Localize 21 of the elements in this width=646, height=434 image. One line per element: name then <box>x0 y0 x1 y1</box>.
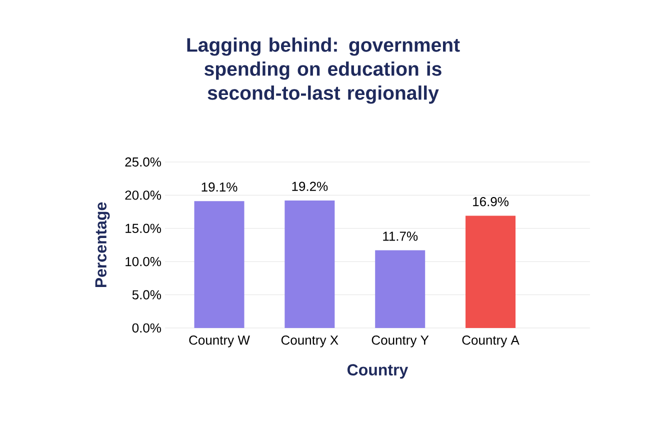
bar <box>375 250 426 328</box>
x-tick-label: Country A <box>462 336 520 348</box>
bar <box>194 201 244 328</box>
y-tick-label: 15.0% <box>126 224 162 233</box>
x-tick-label: Country W <box>189 336 250 348</box>
y-axis-title: Percentage <box>95 202 110 288</box>
x-tick-label: Country Y <box>372 336 429 348</box>
y-tick-label: 0.0% <box>132 323 162 333</box>
data-label: 19.1% <box>202 182 238 192</box>
bar <box>284 200 335 328</box>
y-tick-label: 5.0% <box>132 290 162 300</box>
chart-title: Lagging behind: government spending on education is second-to-last regionally <box>187 38 460 104</box>
x-axis-title: Country <box>347 364 408 379</box>
x-tick-label: Country X <box>281 336 338 348</box>
bar <box>466 216 516 328</box>
data-label: 11.7% <box>383 232 418 241</box>
data-label: 19.2% <box>292 182 328 191</box>
data-label: 16.9% <box>473 197 508 206</box>
y-tick-label: 25.0% <box>125 157 162 167</box>
y-tick-label: 20.0% <box>125 190 162 200</box>
y-tick-label: 10.0% <box>126 256 162 266</box>
